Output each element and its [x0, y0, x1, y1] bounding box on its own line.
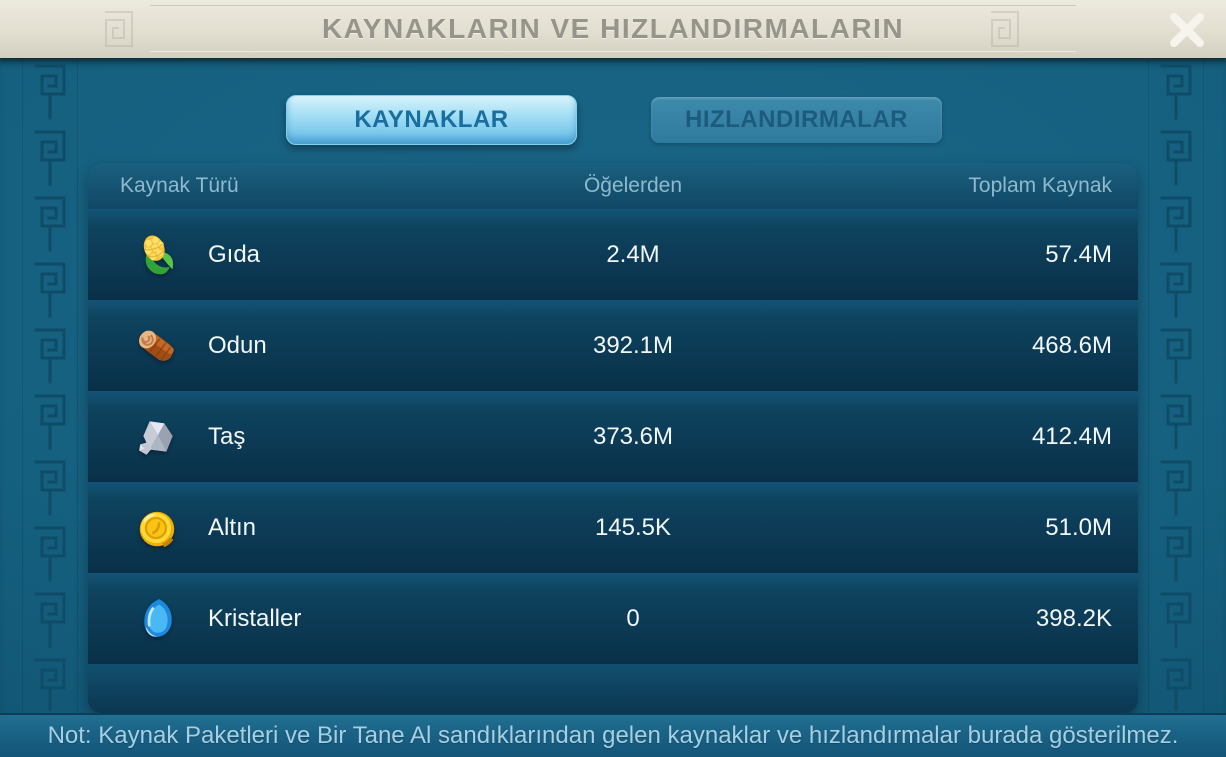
- greek-key-border-left: [22, 60, 78, 711]
- table-empty-band: [88, 664, 1138, 713]
- total-value: 398.2K: [1035, 604, 1112, 632]
- greek-key-ornament-icon: [986, 8, 1024, 55]
- corn-icon: [134, 232, 180, 278]
- page-title: KAYNAKLARIN VE HIZLANDIRMALARIN: [321, 13, 905, 44]
- tab-resources[interactable]: KAYNAKLAR: [286, 95, 577, 145]
- close-button[interactable]: [1162, 8, 1212, 52]
- resources-table: Kaynak Türü Öğelerden Toplam Kaynak: [88, 163, 1138, 713]
- footer-note: Not: Kaynak Paketleri ve Bir Tane Al san…: [47, 722, 1179, 749]
- tab-resources-label: KAYNAKLAR: [354, 106, 509, 133]
- table-row: Gıda 2.4M 57.4M: [88, 209, 1138, 300]
- stone-icon: [134, 414, 180, 460]
- dialog-titlebar: KAYNAKLARIN VE HIZLANDIRMALARIN: [0, 0, 1226, 58]
- close-icon: [1168, 12, 1206, 48]
- resource-name: Odun: [208, 331, 267, 359]
- greek-key-ornament-icon: [100, 8, 138, 55]
- footer-note-bar: Not: Kaynak Paketleri ve Bir Tane Al san…: [0, 713, 1226, 757]
- resource-name: Altın: [208, 513, 257, 541]
- total-value: 412.4M: [1031, 422, 1112, 450]
- wood-log-icon: [134, 323, 180, 369]
- table-header-row: Kaynak Türü Öğelerden Toplam Kaynak: [88, 163, 1138, 209]
- gold-coin-icon: [134, 505, 180, 551]
- table-row: Taş 373.6M 412.4M: [88, 391, 1138, 482]
- tab-speedups[interactable]: HIZLANDIRMALAR: [651, 97, 942, 143]
- from-items-value: 2.4M: [606, 240, 660, 268]
- table-row: Kristaller 0 398.2K: [88, 573, 1138, 664]
- dialog-body: KAYNAKLAR HIZLANDIRMALAR Kaynak Türü Öğe…: [0, 58, 1226, 757]
- total-value: 57.4M: [1045, 240, 1112, 268]
- from-items-value: 373.6M: [592, 422, 674, 450]
- tab-speedups-label: HIZLANDIRMALAR: [685, 106, 908, 133]
- total-value: 468.6M: [1031, 331, 1112, 359]
- resource-name: Gıda: [208, 240, 261, 268]
- gem-icon: [134, 596, 180, 642]
- from-items-value: 392.1M: [592, 331, 674, 359]
- column-header-type: Kaynak Türü: [120, 174, 239, 197]
- greek-key-border-right: [1148, 60, 1204, 711]
- total-value: 51.0M: [1045, 513, 1112, 541]
- resource-name: Kristaller: [208, 604, 302, 632]
- column-header-total: Toplam Kaynak: [968, 174, 1112, 197]
- from-items-value: 145.5K: [594, 513, 672, 541]
- column-header-items: Öğelerden: [583, 174, 683, 197]
- resource-name: Taş: [208, 422, 246, 450]
- table-row: Odun 392.1M 468.6M: [88, 300, 1138, 391]
- table-row: Altın 145.5K 51.0M: [88, 482, 1138, 573]
- from-items-value: 0: [626, 604, 640, 632]
